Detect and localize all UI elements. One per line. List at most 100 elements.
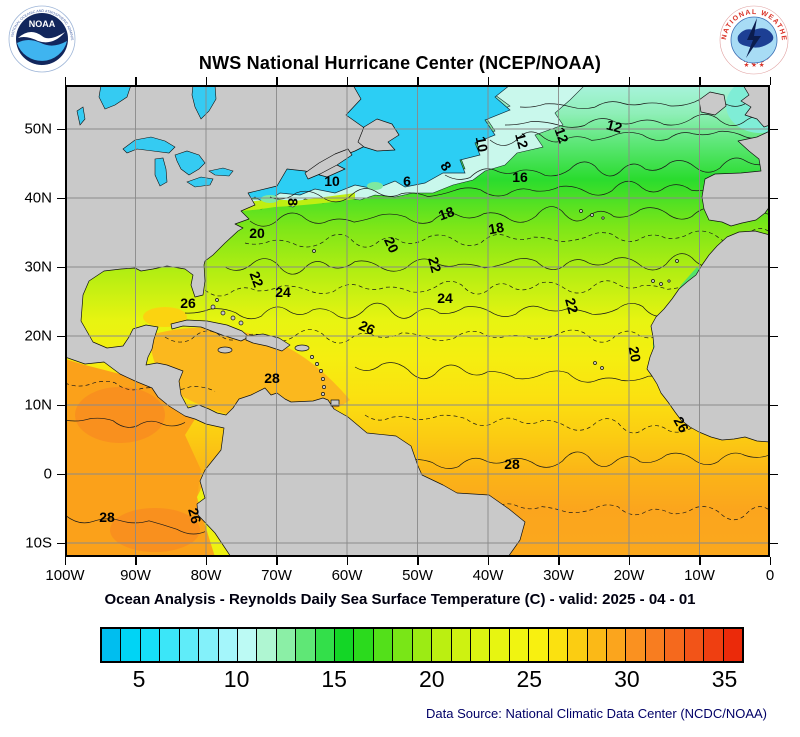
axis-tick	[417, 77, 419, 85]
y-tick-label: 10N	[24, 396, 52, 414]
contour-label: 10	[473, 135, 491, 153]
land-france-iberia	[701, 130, 770, 227]
colorbar-cell	[237, 629, 258, 661]
noaa-logo: NATIONAL OCEANIC AND ATMOSPHERIC ADMINIS…	[8, 5, 76, 73]
land	[65, 85, 770, 557]
colorbar-cell	[140, 629, 161, 661]
contour-label: 8	[285, 198, 301, 206]
colorbar-cell	[471, 629, 491, 661]
axis-tick	[57, 473, 65, 475]
colorbar-cell	[684, 629, 705, 661]
colorbar-cell	[160, 629, 180, 661]
noaa-sea	[17, 40, 67, 61]
contour-line	[504, 113, 770, 128]
colorbar-cell	[723, 629, 742, 661]
colorbar-cell	[548, 629, 569, 661]
contour-label: 18	[436, 203, 456, 223]
colorbar-cell	[179, 629, 200, 661]
x-axis-labels: 100W 90W 80W 70W 60W 50W 40W 30W 20W 10W 0	[45, 567, 774, 587]
contour-line	[249, 206, 770, 227]
axis-tick	[135, 557, 137, 565]
contour-label: 28	[504, 456, 520, 472]
contour-label: 22	[247, 269, 267, 289]
y-axis-labels: 50N 40N 30N 20N 10N 0 10S	[0, 85, 52, 557]
axis-tick	[770, 542, 778, 544]
x-tick-label: 0	[765, 567, 775, 584]
colorbar-cell	[373, 629, 394, 661]
contour-line	[224, 253, 770, 275]
contour-label: 28	[264, 370, 280, 386]
lakes	[76, 85, 234, 188]
colorbar-cell	[199, 629, 219, 661]
contour-label: 20	[626, 345, 644, 363]
land-nova-scotia	[304, 148, 353, 180]
james-bay	[191, 85, 217, 120]
contour-label: 28	[99, 509, 115, 525]
axis-tick	[558, 77, 560, 85]
y-tick-label: 20N	[24, 327, 52, 345]
lake-michigan	[154, 157, 168, 187]
contour-label: 22	[562, 296, 582, 315]
colorbar-tick-label: 35	[711, 666, 738, 692]
contour-label: 26	[180, 295, 196, 311]
axis-tick	[769, 557, 771, 565]
colorbar-cell	[335, 629, 355, 661]
land-cape-verde	[593, 361, 604, 370]
contour-line	[364, 414, 770, 438]
axis-tick	[57, 197, 65, 199]
axis-tick	[205, 557, 207, 565]
contour-label: 26	[671, 414, 693, 436]
contour-label: 24	[437, 290, 453, 306]
colorbar-cell	[451, 629, 472, 661]
axis-tick	[770, 473, 778, 475]
land-bermuda	[312, 249, 316, 253]
noaa-logo-text: NOAA	[29, 19, 56, 29]
colorbar	[100, 627, 744, 663]
land-bahamas	[210, 298, 244, 326]
lake-erie	[186, 176, 214, 188]
land-puerto-rico	[294, 344, 310, 352]
axis-tick	[57, 128, 65, 130]
land-lesser-antilles	[310, 355, 340, 407]
colorbar-cell	[257, 629, 277, 661]
contour-line	[65, 380, 216, 392]
lake-winnipeg	[76, 106, 86, 126]
colorbar-cell	[276, 629, 297, 661]
gridlines	[65, 85, 770, 557]
hudson-bay	[98, 85, 132, 110]
axis-tick	[770, 197, 778, 199]
colorbar-cell	[102, 629, 122, 661]
map-caption: Ocean Analysis - Reynolds Daily Sea Surf…	[104, 591, 696, 608]
colorbar-tick-label: 30	[614, 666, 640, 692]
axis-tick	[346, 557, 348, 565]
axis-tick	[699, 77, 701, 85]
colorbar-cell	[704, 629, 724, 661]
axis-tick	[628, 77, 630, 85]
axis-tick	[276, 557, 278, 565]
axis-tick	[57, 542, 65, 544]
axis-tick	[57, 266, 65, 268]
contour-label: 26	[357, 317, 378, 338]
contour-label: 20	[381, 234, 402, 255]
colorbar-cell	[393, 629, 413, 661]
colorbar-cell	[218, 629, 238, 661]
y-tick-label: 0	[43, 465, 52, 483]
colorbar-cell	[509, 629, 530, 661]
land-canaries-madeira	[651, 259, 679, 286]
axis-tick	[487, 77, 489, 85]
lake-superior	[122, 136, 176, 154]
x-tick-label: 20W	[613, 567, 645, 584]
contour-label: 16	[512, 169, 528, 185]
x-tick-label: 10W	[684, 567, 715, 584]
axis-tick	[770, 335, 778, 337]
axis-tick	[699, 557, 701, 565]
colorbar-labels: 5 10 15 20 25 30 35	[100, 666, 744, 696]
contour-label: 20	[249, 225, 265, 241]
land-ireland	[698, 91, 727, 116]
contour-line	[244, 228, 770, 248]
y-tick-label: 30N	[24, 258, 52, 276]
page-title: NWS National Hurricane Center (NCEP/NOAA…	[198, 53, 602, 73]
contour-line	[65, 417, 186, 428]
contour-label: 24	[275, 284, 291, 300]
x-tick-label: 80W	[190, 567, 222, 584]
